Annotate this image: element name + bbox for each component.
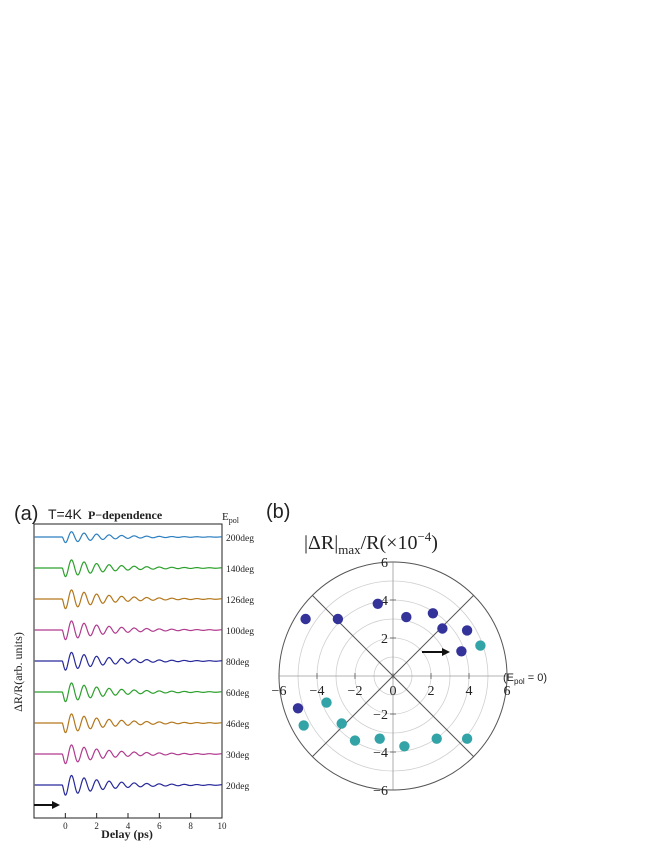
data-point-dark-blue [292, 703, 304, 714]
x-tick-label: 8 [188, 821, 193, 831]
x-tick-label: 6 [157, 821, 162, 831]
data-point-dark-blue [437, 623, 448, 634]
data-point-teal [349, 735, 361, 746]
x-tick-label: 0 [63, 821, 68, 831]
trace-60deg [34, 682, 222, 703]
trace-20deg [34, 774, 222, 796]
y-tick-label: −6 [373, 784, 388, 799]
data-point-teal [475, 640, 486, 651]
trace-200deg [34, 531, 222, 544]
y-tick-label: 4 [381, 594, 388, 609]
trace-labels: 200deg 140deg 126deg 100deg 80deg 60deg 46deg 3… [226, 534, 254, 792]
trace-label: 126deg [226, 596, 254, 606]
trace-30deg [34, 744, 222, 765]
trace-140deg [34, 559, 222, 578]
epol-header: Epol [222, 511, 240, 525]
panel-a-title: P−dependence [88, 508, 163, 522]
data-point-dark-blue [300, 613, 311, 625]
trace-46deg [34, 713, 222, 734]
panel-a-label: (a) [14, 503, 38, 525]
y-axis-label: ΔR/R(arb. units) [11, 632, 25, 712]
panel-a: (a) T=4K P−dependence Epol 200deg 140deg 1… [11, 503, 254, 841]
data-point-teal [336, 718, 347, 729]
x-tick-label: 2 [94, 821, 99, 831]
reference-label: (Epol = 0) [503, 672, 547, 686]
data-point-dark-blue [401, 611, 412, 623]
temperature-label: T=4K [48, 506, 83, 522]
y-tick-label: 2 [381, 632, 388, 647]
x-tick-label: 0 [390, 684, 397, 699]
x-tick-label: −6 [272, 684, 287, 699]
x-axis-label: Delay (ps) [101, 827, 153, 841]
y-tick-label: −4 [373, 746, 388, 761]
data-point-dark-blue [372, 598, 383, 609]
x-axis-ticks-a: 0 2 4 6 8 10 [63, 813, 227, 831]
data-point-teal [374, 733, 385, 744]
arrow-b [422, 648, 450, 656]
trace-label: 60deg [226, 689, 249, 699]
y-tick-label: 6 [381, 556, 388, 571]
panel-b-title: |ΔR|max/R(×10−4) [304, 529, 438, 557]
y-tick-label: −2 [373, 708, 388, 723]
x-tick-label: 10 [218, 821, 228, 831]
x-tick-label: 6 [504, 684, 511, 699]
trace-126deg [34, 589, 222, 610]
trace-label: 140deg [226, 565, 254, 575]
data-point-teal [321, 697, 332, 708]
trace-label: 46deg [226, 720, 249, 730]
x-tick-label: −2 [348, 684, 363, 699]
trace-label: 200deg [226, 534, 254, 544]
data-point-teal [431, 733, 442, 744]
panel-b-label: (b) [266, 501, 290, 523]
trace-label: 30deg [226, 751, 249, 761]
x-tick-label: 4 [466, 684, 473, 699]
arrow-a [34, 801, 60, 809]
x-tick-label: 2 [428, 684, 435, 699]
data-point-teal [298, 720, 309, 731]
polar-points [292, 598, 486, 752]
trace-100deg [34, 620, 222, 641]
trace-80deg [34, 651, 222, 671]
trace-label: 20deg [226, 782, 249, 792]
traces [34, 531, 222, 796]
data-point-dark-blue [461, 625, 473, 636]
data-point-dark-blue [332, 613, 344, 625]
x-tick-label: −4 [310, 684, 325, 699]
x-tick-label: 4 [126, 821, 131, 831]
data-point-teal [399, 741, 410, 752]
data-point-dark-blue [456, 646, 467, 657]
data-point-teal [461, 733, 473, 744]
panel-b: (b) |ΔR|max/R(×10−4) −6 −4 −2 0 2 4 6−6−4−2246… [266, 501, 547, 799]
trace-label: 100deg [226, 627, 254, 637]
trace-label: 80deg [226, 658, 249, 668]
data-point-dark-blue [427, 608, 439, 619]
